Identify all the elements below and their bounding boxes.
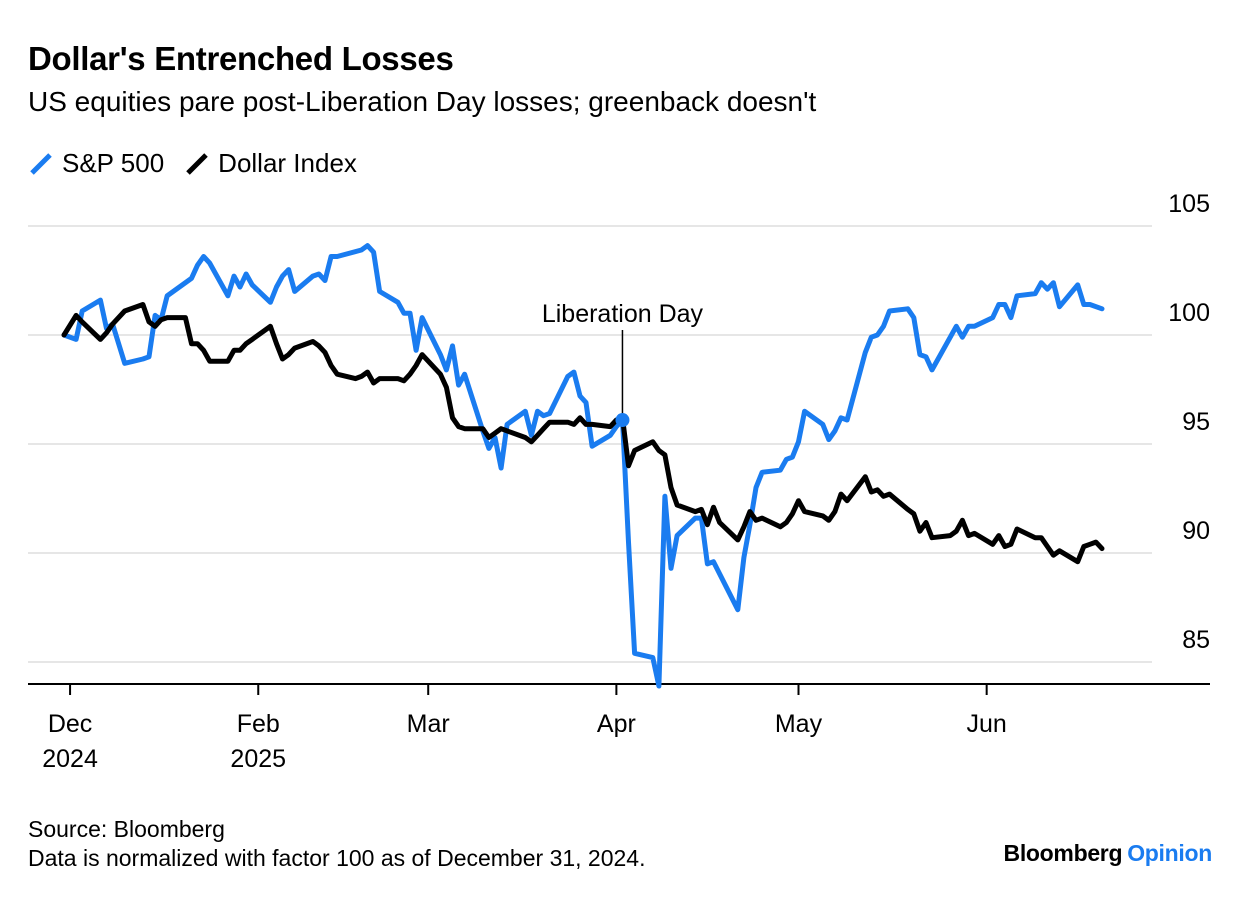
y-tick-label-85: 85 bbox=[1182, 626, 1210, 654]
series-line-sp500 bbox=[61, 243, 1105, 689]
x-tick-label-may: May bbox=[775, 710, 823, 738]
x-tick-label-feb: Feb bbox=[237, 710, 280, 738]
legend-swatch-dollar bbox=[186, 152, 208, 175]
x-tick-label-dec: Dec bbox=[48, 710, 92, 738]
legend-item-dollar[interactable]: Dollar Index bbox=[184, 148, 357, 179]
legend-item-sp500[interactable]: S&P 500 bbox=[28, 148, 164, 179]
data-note: Data is normalized with factor 100 as of… bbox=[28, 845, 646, 871]
footer: Source: Bloomberg Data is normalized wit… bbox=[28, 815, 646, 873]
brand-section: Opinion bbox=[1127, 840, 1212, 866]
brand-logo: Bloomberg Opinion bbox=[1003, 840, 1213, 867]
annotation-label-liberation-day: Liberation Day bbox=[542, 300, 704, 328]
legend-label-dollar: Dollar Index bbox=[218, 148, 357, 178]
y-tick-label-100: 100 bbox=[1168, 299, 1210, 327]
x-tick-sublabel-2025: 2025 bbox=[230, 745, 286, 773]
legend: S&P 500 Dollar Index bbox=[28, 148, 377, 179]
x-tick-sublabel-2024: 2024 bbox=[42, 745, 98, 773]
y-tick-label-105: 105 bbox=[1168, 190, 1210, 218]
source-note: Source: Bloomberg bbox=[28, 816, 225, 842]
brand-name: Bloomberg bbox=[1003, 840, 1123, 866]
x-tick-label-mar: Mar bbox=[407, 710, 450, 738]
annotation-marker bbox=[615, 413, 630, 428]
legend-swatch-sp500 bbox=[30, 152, 52, 175]
y-tick-label-95: 95 bbox=[1182, 408, 1210, 436]
chart-title: Dollar's Entrenched Losses bbox=[28, 40, 454, 77]
legend-label-sp500: S&P 500 bbox=[62, 148, 165, 178]
y-tick-label-90: 90 bbox=[1182, 517, 1210, 545]
x-tick-label-apr: Apr bbox=[597, 710, 636, 738]
series-line-dollar-index bbox=[61, 302, 1105, 565]
chart-subtitle: US equities pare post-Liberation Day los… bbox=[28, 86, 817, 117]
x-tick-label-jun: Jun bbox=[967, 710, 1007, 738]
